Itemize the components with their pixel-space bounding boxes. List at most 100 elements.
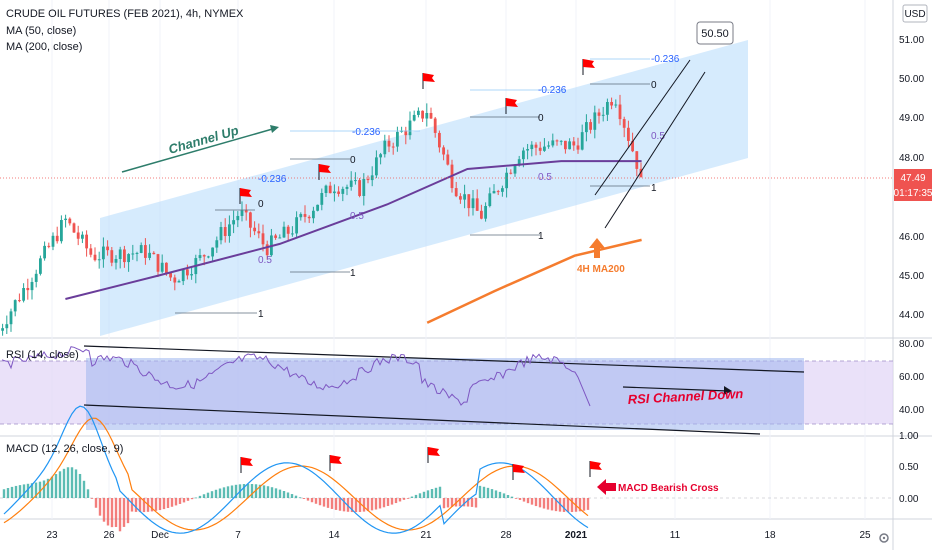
- macd-histogram-bar: [206, 492, 210, 498]
- candle-body: [148, 252, 151, 258]
- rsi-tick: 40.00: [899, 405, 924, 416]
- candle-body: [223, 227, 227, 237]
- macd-histogram-bar: [270, 487, 274, 498]
- macd-histogram-bar: [106, 498, 110, 526]
- candle-body: [131, 253, 135, 255]
- candle-body: [585, 122, 588, 133]
- macd-histogram-bar: [470, 498, 474, 507]
- time-tick: 7: [235, 530, 241, 541]
- macd-histogram-bar: [370, 498, 374, 511]
- macd-histogram-bar: [114, 498, 118, 527]
- macd-histogram-bar: [474, 498, 478, 508]
- macd-histogram-bar: [466, 498, 470, 507]
- fib-label: -0.236: [651, 54, 680, 65]
- candle-body: [412, 114, 416, 121]
- candle-body: [165, 262, 168, 274]
- macd-histogram-bar: [162, 498, 166, 510]
- settings-gear-icon[interactable]: [879, 533, 889, 543]
- candle-body: [463, 194, 466, 200]
- flag-icon: [589, 461, 602, 477]
- candle-body: [597, 112, 601, 116]
- macd-histogram-bar: [290, 494, 294, 498]
- ma50-legend: MA (50, close): [6, 25, 76, 37]
- macd-signal-line: [3, 417, 589, 531]
- candle-body: [429, 112, 433, 119]
- candle-body: [93, 254, 97, 261]
- rsi-channel-area: [86, 358, 804, 430]
- macd-histogram-bar: [550, 498, 554, 511]
- macd-histogram-bar: [406, 498, 410, 499]
- candle-body: [517, 159, 521, 166]
- candle-body: [211, 247, 214, 257]
- candle-body: [9, 311, 13, 325]
- rsi-tick: 80.00: [899, 339, 924, 350]
- candle-body: [89, 248, 93, 255]
- macd-histogram-bar: [322, 498, 326, 507]
- candle-body: [198, 255, 202, 259]
- flag-icon: [240, 457, 253, 473]
- macd-histogram-bar: [510, 496, 514, 498]
- macd-histogram-bar: [62, 468, 66, 498]
- macd-histogram-bar: [170, 498, 174, 507]
- time-axis: 23 26 Dec 7 14 21 28 2021 11 18 25: [46, 530, 871, 541]
- macd-histogram-bar: [18, 485, 22, 498]
- price-tick: 49.00: [899, 113, 924, 124]
- macd-histogram-bar: [54, 474, 58, 498]
- price-tick: 45.00: [899, 271, 924, 282]
- price-tick: 51.00: [899, 35, 924, 46]
- last-price-badge: [894, 169, 932, 201]
- candle-body: [534, 144, 538, 148]
- candle-body: [186, 269, 189, 276]
- fib-segments: [175, 58, 650, 314]
- macd-histogram-bar: [434, 487, 438, 498]
- macd-histogram-bar: [90, 498, 94, 499]
- candle-body: [169, 273, 172, 278]
- macd-histogram-bar: [294, 495, 298, 498]
- macd-histogram-bar: [126, 498, 130, 524]
- macd-histogram-bar: [2, 489, 6, 498]
- macd-histogram-bar: [262, 485, 266, 498]
- macd-histogram-bar: [402, 498, 406, 500]
- projection-arrows: [594, 59, 706, 229]
- flag-cloth: [330, 455, 342, 464]
- rsi-channel-label: RSI Channel Down: [627, 386, 743, 407]
- arrowhead-icon: [724, 386, 732, 395]
- macd-histogram-bar: [78, 473, 82, 498]
- candle-body: [530, 144, 534, 150]
- macd-histogram-bar: [230, 485, 234, 498]
- macd-histogram-bar: [202, 494, 206, 498]
- candle-body: [471, 198, 475, 209]
- candle-body: [328, 185, 332, 194]
- candle-body: [337, 191, 340, 194]
- candle-body: [391, 146, 395, 148]
- flag-cloth: [583, 59, 595, 68]
- channel-up-arrow: [121, 127, 277, 173]
- macd-histogram-bar: [74, 469, 78, 498]
- macd-histogram-bar: [350, 498, 354, 513]
- candle-body: [207, 256, 210, 258]
- candle-body: [572, 141, 576, 146]
- currency-badge[interactable]: [902, 4, 928, 23]
- candle-body: [13, 300, 17, 312]
- macd-histogram-bar: [582, 498, 586, 511]
- macd-histogram-bar: [338, 498, 342, 511]
- macd-histogram-bar: [438, 486, 442, 498]
- candle-body: [26, 287, 30, 291]
- macd-histogram-bar: [22, 484, 26, 498]
- candle-body: [265, 244, 269, 256]
- candle-body: [383, 140, 387, 155]
- candle-body: [299, 214, 303, 218]
- target-callout: 50.50: [696, 21, 734, 45]
- macd-legend: MACD (12, 26, close, 9): [6, 443, 123, 455]
- candle-body: [34, 273, 38, 282]
- macd-histogram-bar: [534, 498, 538, 507]
- candle-body: [81, 234, 84, 239]
- fib-label: 1: [258, 309, 264, 320]
- candle-body: [22, 287, 25, 301]
- flag-icon: [512, 464, 525, 480]
- macd-histogram-bar: [266, 486, 270, 498]
- flag-icon: [505, 98, 518, 114]
- macd-histogram-bar: [326, 498, 330, 508]
- candle-body: [312, 210, 315, 219]
- target-label: 50.50: [701, 28, 729, 40]
